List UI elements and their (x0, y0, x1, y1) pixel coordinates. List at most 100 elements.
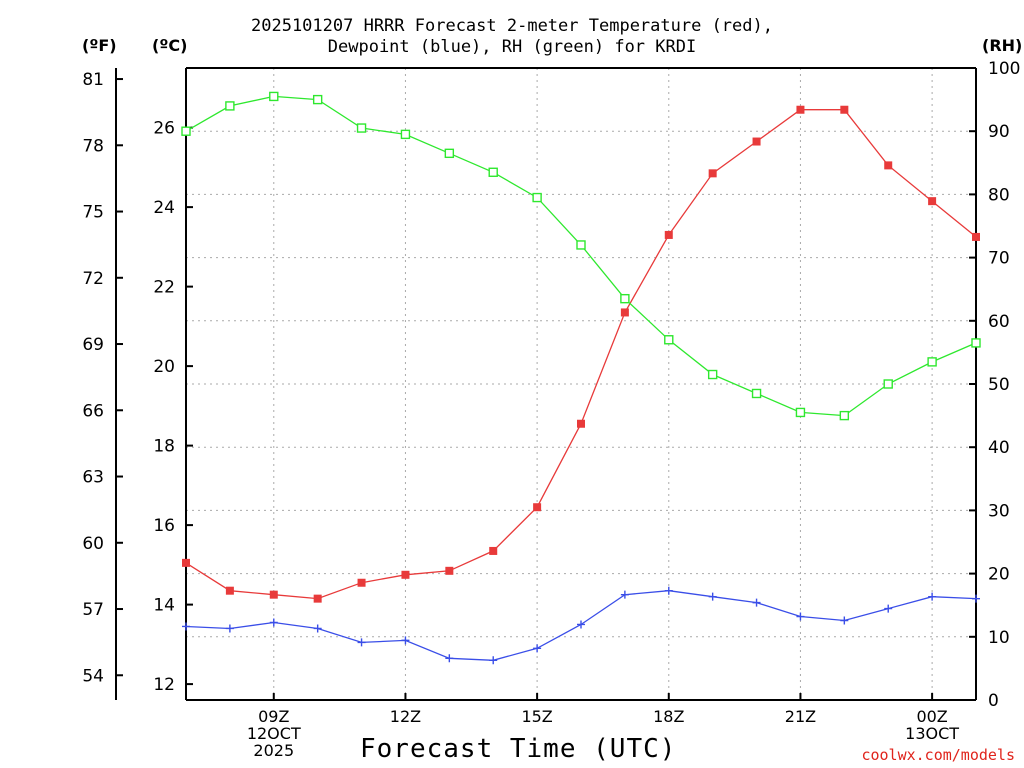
fahrenheit-unit-label: (ºF) (82, 36, 117, 55)
dewpoint-point (620, 590, 629, 599)
dewpoint-point (928, 592, 937, 601)
rh-point (225, 101, 235, 111)
2-meter-temperature-point (796, 105, 805, 114)
dewpoint-point (708, 592, 717, 601)
dewpoint-point (489, 656, 498, 665)
2-meter-temperature-point (182, 558, 190, 567)
dewpoint-point (445, 654, 454, 663)
rh-point (927, 357, 937, 367)
fahrenheit-tick-label: 72 (82, 269, 104, 289)
dewpoint-point (972, 594, 980, 603)
rh-point (400, 129, 411, 140)
time-tick-label: 21Z (785, 707, 816, 726)
rh-point (488, 167, 498, 177)
rh-unit-label: (RH) (982, 36, 1023, 55)
dewpoint-point (796, 612, 805, 621)
rh-tick-label: 20 (988, 565, 1010, 585)
fahrenheit-tick-label: 66 (82, 401, 104, 421)
rh-point (356, 123, 367, 133)
time-tick-label: 18Z (653, 707, 684, 726)
time-tick-label: 2025 (253, 741, 294, 760)
time-tick-label: 09Z (258, 707, 289, 726)
chart-title: 2025101207 HRRR Forecast 2-meter Tempera… (0, 16, 1024, 58)
fahrenheit-tick-label: 57 (82, 600, 104, 620)
dewpoint-point (664, 586, 673, 595)
2-meter-temperature-point (708, 169, 717, 178)
dewpoint-point (401, 636, 410, 645)
celsius-unit-label: (ºC) (152, 36, 188, 55)
rh-point (839, 410, 850, 421)
dewpoint-point (884, 604, 893, 613)
fahrenheit-tick-label: 81 (82, 70, 104, 90)
rh-point (576, 240, 586, 250)
rh-point (707, 369, 718, 380)
celsius-tick-label: 18 (153, 437, 175, 457)
fahrenheit-tick-label: 75 (82, 203, 104, 223)
x-axis-title: Forecast Time (UTC) (360, 734, 677, 764)
rh-point (795, 407, 806, 418)
rh-point (181, 126, 191, 136)
dewpoint-point (313, 624, 322, 633)
fahrenheit-tick-label: 69 (82, 335, 104, 355)
2-meter-temperature-point (489, 546, 498, 555)
2-meter-temperature-point (445, 566, 454, 575)
celsius-tick-label: 24 (153, 198, 175, 218)
fahrenheit-tick-label: 78 (82, 136, 104, 156)
celsius-tick-label: 16 (153, 516, 175, 536)
2-meter-temperature-point (577, 419, 585, 428)
rh-tick-label: 70 (988, 249, 1010, 269)
2-meter-temperature-point (401, 570, 410, 579)
chart-title-line-1: 2025101207 HRRR Forecast 2-meter Tempera… (251, 16, 773, 36)
rh-line (185, 95, 977, 417)
dewpoint-point (357, 638, 366, 647)
dewpoint-point (577, 620, 585, 629)
2-meter-temperature-point (225, 586, 234, 595)
2-meter-temperature-point (972, 232, 980, 241)
2-meter-temperature-line (185, 109, 977, 600)
rh-point (312, 94, 323, 105)
time-tick-label: 12Z (390, 707, 421, 726)
rh-point (269, 91, 279, 102)
chart-title-line-2: Dewpoint (blue), RH (green) for KRDI (327, 37, 697, 57)
dewpoint-point (752, 598, 761, 607)
2-meter-temperature-point (664, 230, 673, 239)
rh-tick-label: 0 (988, 691, 999, 711)
2-meter-temperature-point (928, 197, 937, 206)
rh-tick-label: 60 (988, 312, 1010, 332)
celsius-tick-label: 12 (153, 675, 175, 695)
rh-point (444, 148, 455, 159)
celsius-tick-label: 26 (153, 119, 175, 139)
dewpoint-point (225, 624, 234, 633)
time-tick-label: 13OCT (905, 724, 959, 743)
rh-tick-label: 80 (988, 185, 1010, 205)
celsius-tick-label: 20 (153, 357, 175, 377)
fahrenheit-tick-label: 63 (82, 468, 104, 488)
rh-tick-label: 90 (988, 122, 1010, 142)
time-tick-label: 15Z (521, 707, 552, 726)
2-meter-temperature-point (357, 578, 366, 587)
celsius-tick-label: 14 (153, 596, 175, 616)
rh-tick-label: 100 (988, 59, 1020, 79)
2-meter-temperature-point (752, 137, 761, 146)
time-tick-label: 00Z (916, 707, 947, 726)
dewpoint-point (269, 618, 278, 627)
source-credit: coolwx.com/models (861, 746, 1015, 764)
rh-tick-label: 30 (988, 501, 1010, 521)
rh-point (620, 293, 630, 304)
fahrenheit-tick-label: 60 (82, 534, 104, 554)
2-meter-temperature-point (533, 503, 542, 512)
2-meter-temperature-point (313, 594, 322, 603)
time-tick-label: 12OCT (247, 724, 301, 743)
2-meter-temperature-point (620, 308, 629, 317)
2-meter-temperature-point (840, 105, 849, 114)
dewpoint-point (182, 622, 190, 631)
fahrenheit-tick-label: 54 (82, 666, 104, 686)
rh-point (971, 338, 981, 348)
rh-point (883, 379, 893, 389)
rh-point (532, 192, 542, 203)
rh-point (664, 335, 674, 345)
2-meter-temperature-point (884, 161, 893, 170)
celsius-tick-label: 22 (153, 278, 175, 298)
rh-point (751, 388, 762, 399)
